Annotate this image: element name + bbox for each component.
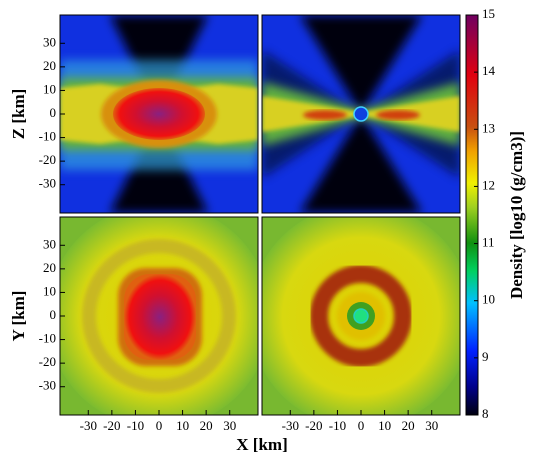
x-tick-label: 10 xyxy=(378,418,391,433)
panel-frame xyxy=(261,14,461,214)
y-tick-label: -20 xyxy=(39,152,56,167)
colorbar-tick-label: 9 xyxy=(482,349,489,364)
y-tick-label: 30 xyxy=(43,34,56,49)
y-tick-label: -30 xyxy=(39,176,56,191)
y-tick-label: 10 xyxy=(43,283,56,298)
y-tick-label: -30 xyxy=(39,378,56,393)
colorbar-frame xyxy=(465,14,479,416)
x-tick-label: 0 xyxy=(156,418,163,433)
colorbar-tick-label: 11 xyxy=(482,235,495,250)
colorbar-tick-label: 12 xyxy=(482,177,495,192)
y-tick-label: 30 xyxy=(43,236,56,251)
x-tick-label: -30 xyxy=(282,418,299,433)
y-tick-label: 0 xyxy=(50,307,57,322)
x-tick-label: -10 xyxy=(127,418,144,433)
axes: -30 -20 -10 0 10 20 30 Z [km] -30 -20 -10 0 10 20 30 -3… xyxy=(9,6,526,454)
y-axis-label: Y [km] xyxy=(9,291,28,342)
y-tick-label: 20 xyxy=(43,260,56,275)
y-tick-label: 0 xyxy=(50,105,57,120)
x-tick-label: 20 xyxy=(200,418,213,433)
y-tick-label: 20 xyxy=(43,58,56,73)
panel-image xyxy=(262,15,460,213)
colorbar-tick-label: 8 xyxy=(482,406,489,421)
y-tick-label: -20 xyxy=(39,354,56,369)
colorbar-tick-label: 10 xyxy=(482,292,495,307)
colorbar xyxy=(466,15,478,415)
x-tick-label: -30 xyxy=(80,418,97,433)
colorbar-tick-label: 15 xyxy=(482,6,495,21)
y-axis-label: Z [km] xyxy=(9,89,28,140)
x-tick-label: 10 xyxy=(176,418,189,433)
x-tick-label: -10 xyxy=(329,418,346,433)
y-tick-label: 10 xyxy=(43,81,56,96)
x-tick-label: 0 xyxy=(358,418,365,433)
y-tick-label: -10 xyxy=(39,331,56,346)
colorbar-label: Density [log10 (g/cm3)] xyxy=(507,131,526,299)
x-tick-label: 30 xyxy=(425,418,438,433)
x-tick-label: -20 xyxy=(305,418,322,433)
panel-image xyxy=(60,217,258,415)
y-tick-label: -10 xyxy=(39,129,56,144)
x-tick-label: 20 xyxy=(402,418,415,433)
panel-image xyxy=(60,15,258,213)
x-tick-label: 30 xyxy=(223,418,236,433)
colorbar-tick-label: 14 xyxy=(482,63,496,78)
x-tick-label: -20 xyxy=(103,418,120,433)
x-axis-label: X [km] xyxy=(236,435,287,454)
colorbar-tick-label: 13 xyxy=(482,120,495,135)
panel-image xyxy=(262,217,460,415)
